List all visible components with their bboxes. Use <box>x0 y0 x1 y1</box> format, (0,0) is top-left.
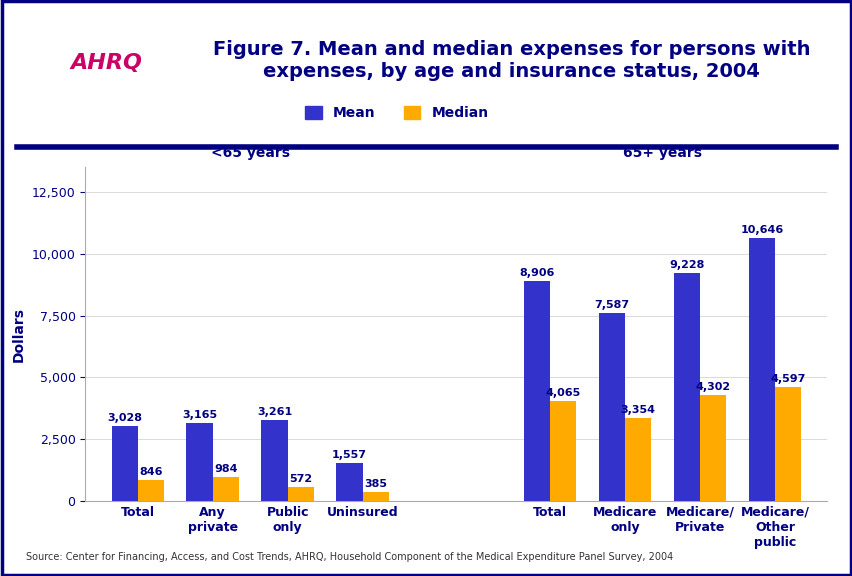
Bar <box>673 273 699 501</box>
Text: <65 years: <65 years <box>210 146 290 160</box>
Bar <box>112 426 138 501</box>
Bar <box>212 477 239 501</box>
Text: 10,646: 10,646 <box>740 225 782 234</box>
Text: 1,557: 1,557 <box>331 450 366 460</box>
Bar <box>625 418 650 501</box>
Text: 3,028: 3,028 <box>107 413 142 423</box>
Y-axis label: Dollars: Dollars <box>12 306 26 362</box>
Text: Advancing
Excellence in
Health Care: Advancing Excellence in Health Care <box>83 88 130 108</box>
Text: Figure 7. Mean and median expenses for persons with
expenses, by age and insuran: Figure 7. Mean and median expenses for p… <box>213 40 809 81</box>
Text: 3,354: 3,354 <box>620 405 655 415</box>
Bar <box>523 281 550 501</box>
Bar <box>699 395 725 501</box>
Text: 3,165: 3,165 <box>181 410 217 420</box>
Text: 572: 572 <box>289 474 312 484</box>
Text: 8,906: 8,906 <box>519 268 554 278</box>
Text: 7,587: 7,587 <box>594 301 629 310</box>
Bar <box>748 238 774 501</box>
Bar <box>138 480 164 501</box>
Text: 4,597: 4,597 <box>769 374 805 384</box>
Bar <box>362 491 389 501</box>
Text: 385: 385 <box>364 479 387 488</box>
Bar <box>262 420 287 501</box>
Text: AHRQ: AHRQ <box>70 54 142 73</box>
Text: 4,065: 4,065 <box>545 388 580 397</box>
Text: 9,228: 9,228 <box>668 260 704 270</box>
Text: 984: 984 <box>214 464 238 474</box>
Bar <box>774 387 800 501</box>
Text: 3,261: 3,261 <box>256 407 292 418</box>
Bar <box>598 313 625 501</box>
Legend: Mean, Median: Mean, Median <box>300 100 493 126</box>
Bar <box>336 463 362 501</box>
Text: 65+ years: 65+ years <box>622 146 701 160</box>
Text: Source: Center for Financing, Access, and Cost Trends, AHRQ, Household Component: Source: Center for Financing, Access, an… <box>26 552 672 562</box>
Text: 846: 846 <box>139 467 163 477</box>
Bar <box>550 400 576 501</box>
Bar <box>287 487 314 501</box>
Text: 4,302: 4,302 <box>694 382 730 392</box>
Bar <box>187 423 212 501</box>
